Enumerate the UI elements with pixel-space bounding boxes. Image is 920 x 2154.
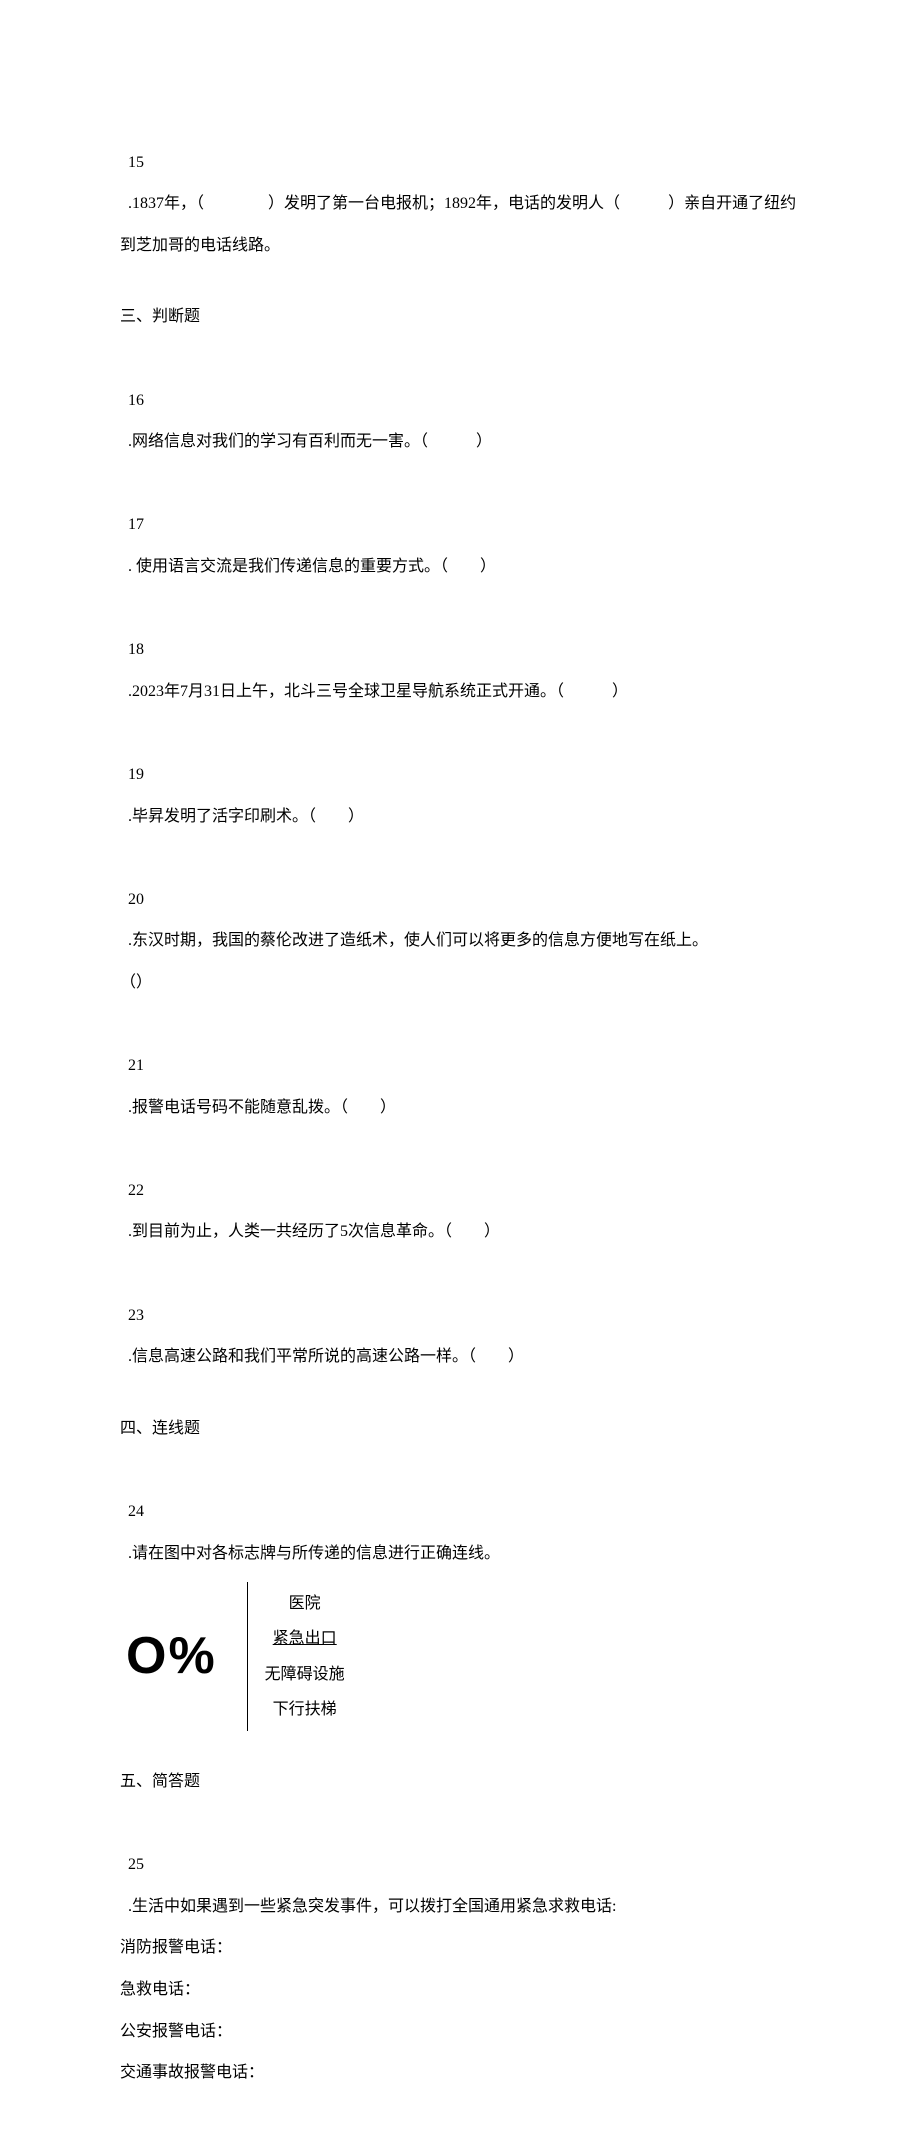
question-number: 24 [128,1503,144,1520]
question-text: .网络信息对我们的学习有百利而无一害。（ ） [128,433,492,450]
matching-left-symbol: O% [120,1589,247,1724]
question-21: 21 .报警电话号码不能随意乱拨。（ ） [120,1003,800,1128]
section-3-title: 三、判断题 [120,296,800,338]
question-number: 16 [128,392,144,409]
question-text: .毕昇发明了活字印刷术。（ ） [128,808,364,825]
question-text: .请在图中对各标志牌与所传递的信息进行正确连线。 [128,1545,500,1562]
question-number: 17 [128,516,144,533]
question-number: 19 [128,766,144,783]
question-text: .到目前为止，人类一共经历了5次信息革命。（ ） [128,1223,500,1240]
q25-line-traffic: 交通事故报警电话： [120,2052,800,2094]
question-text: .信息高速公路和我们平常所说的高速公路一样。（ ） [128,1348,524,1365]
question-number: 18 [128,641,144,658]
match-option-accessible: 无障碍设施 [260,1657,350,1692]
section-5-title: 五、简答题 [120,1761,800,1803]
question-19: 19 .毕昇发明了活字印刷术。（ ） [120,712,800,837]
fill-blank[interactable] [620,195,668,212]
question-23: 23 .信息高速公路和我们平常所说的高速公路一样。（ ） [120,1253,800,1378]
matching-right-column: 医院 紧急出口 无障碍设施 下行扶梯 [247,1582,362,1731]
q25-line-fire: 消防报警电话： [120,1927,800,1969]
question-text: ）发明了第一台电报机；1892年，电话的发明人（ [268,195,620,212]
question-18: 18 .2023年7月31日上午，北斗三号全球卫星导航系统正式开通。（ ） [120,588,800,713]
section-4-title: 四、连线题 [120,1408,800,1450]
question-text: .生活中如果遇到一些紧急突发事件，可以拨打全国通用紧急求救电话: [128,1898,616,1915]
question-number: 21 [128,1057,144,1074]
question-number: 23 [128,1307,144,1324]
question-17: 17 . 使用语言交流是我们传递信息的重要方式。（ ） [120,463,800,588]
match-option-exit: 紧急出口 [260,1621,350,1656]
question-20-paren: （） [120,962,800,1004]
question-text: .报警电话号码不能随意乱拨。（ ） [128,1099,396,1116]
question-22: 22 .到目前为止，人类一共经历了5次信息革命。（ ） [120,1128,800,1253]
question-text: .1837年，（ [128,195,204,212]
question-15: 15 .1837年，（ ）发明了第一台电报机；1892年，电话的发明人（ ）亲自… [120,100,800,266]
question-text: .东汉时期，我国的蔡伦改进了造纸术，使人们可以将更多的信息方便地写在纸上。 [128,932,708,949]
fill-blank[interactable] [204,195,268,212]
question-number: 15 [128,154,144,171]
question-text: .2023年7月31日上午，北斗三号全球卫星导航系统正式开通。（ ） [128,683,628,700]
match-option-hospital: 医院 [260,1586,350,1621]
question-20: 20 .东汉时期，我国的蔡伦改进了造纸术，使人们可以将更多的信息方便地写在纸上。 [120,837,800,962]
question-number: 25 [128,1856,144,1873]
question-number: 22 [128,1182,144,1199]
question-24: 24 .请在图中对各标志牌与所传递的信息进行正确连线。 [120,1449,800,1574]
q25-line-ambulance: 急救电话： [120,1969,800,2011]
question-16: 16 .网络信息对我们的学习有百利而无一害。（ ） [120,338,800,463]
question-text: . 使用语言交流是我们传递信息的重要方式。（ ） [128,558,496,575]
matching-diagram: O% 医院 紧急出口 无障碍设施 下行扶梯 [120,1582,800,1731]
match-option-escalator: 下行扶梯 [260,1692,350,1727]
question-number: 20 [128,891,144,908]
question-25: 25 .生活中如果遇到一些紧急突发事件，可以拨打全国通用紧急求救电话: [120,1803,800,1928]
q25-line-police: 公安报警电话： [120,2011,800,2053]
